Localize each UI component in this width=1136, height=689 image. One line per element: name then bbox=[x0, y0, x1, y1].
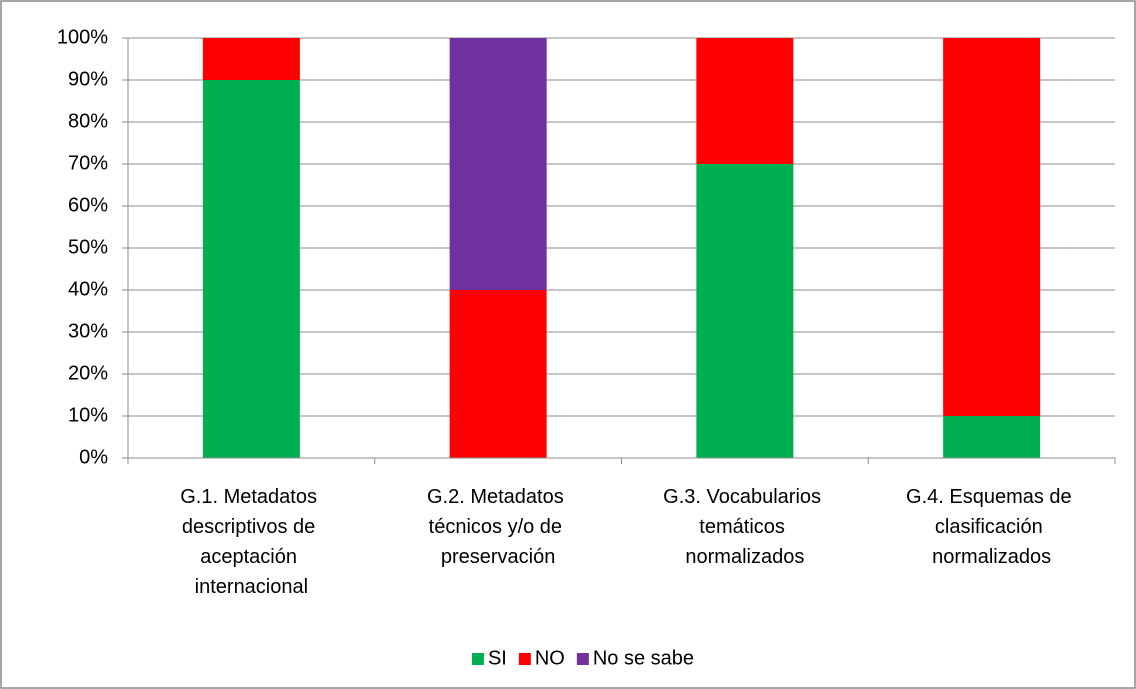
bar-segment bbox=[449, 290, 547, 458]
x-tick-label: G.3. Vocabularios temáticos normalizados bbox=[663, 486, 826, 568]
y-tick-label: 70% bbox=[68, 152, 108, 174]
legend-swatch bbox=[518, 653, 531, 665]
x-tick-label: G.1. Metadatos descriptivos de aceptació… bbox=[180, 486, 322, 598]
legend-label: SI bbox=[488, 647, 507, 669]
y-tick-label: 60% bbox=[68, 194, 108, 216]
legend-swatch bbox=[576, 653, 589, 665]
y-tick-label: 20% bbox=[68, 362, 108, 384]
y-tick-label: 90% bbox=[68, 68, 108, 90]
bar-segment bbox=[943, 416, 1041, 458]
y-tick-label: 30% bbox=[68, 320, 108, 342]
y-tick-label: 0% bbox=[79, 446, 108, 468]
bar-segment bbox=[696, 164, 794, 458]
x-tick-label: G.4. Esquemas de clasificación normaliza… bbox=[906, 486, 1077, 568]
legend-swatch bbox=[471, 653, 484, 665]
y-tick-label: 50% bbox=[68, 236, 108, 258]
bar-segment bbox=[943, 38, 1041, 416]
bar-segment bbox=[449, 38, 547, 290]
legend-label: NO bbox=[535, 647, 565, 669]
y-tick-label: 100% bbox=[57, 26, 108, 48]
bar-segment bbox=[696, 38, 794, 164]
bar-segment bbox=[202, 80, 300, 458]
y-tick-label: 10% bbox=[68, 404, 108, 426]
x-tick-label: G.2. Metadatos técnicos y/o de preservac… bbox=[427, 486, 569, 568]
legend-label: No se sabe bbox=[593, 647, 694, 669]
y-tick-label: 40% bbox=[68, 278, 108, 300]
bar-segment bbox=[202, 38, 300, 80]
y-tick-label: 80% bbox=[68, 110, 108, 132]
